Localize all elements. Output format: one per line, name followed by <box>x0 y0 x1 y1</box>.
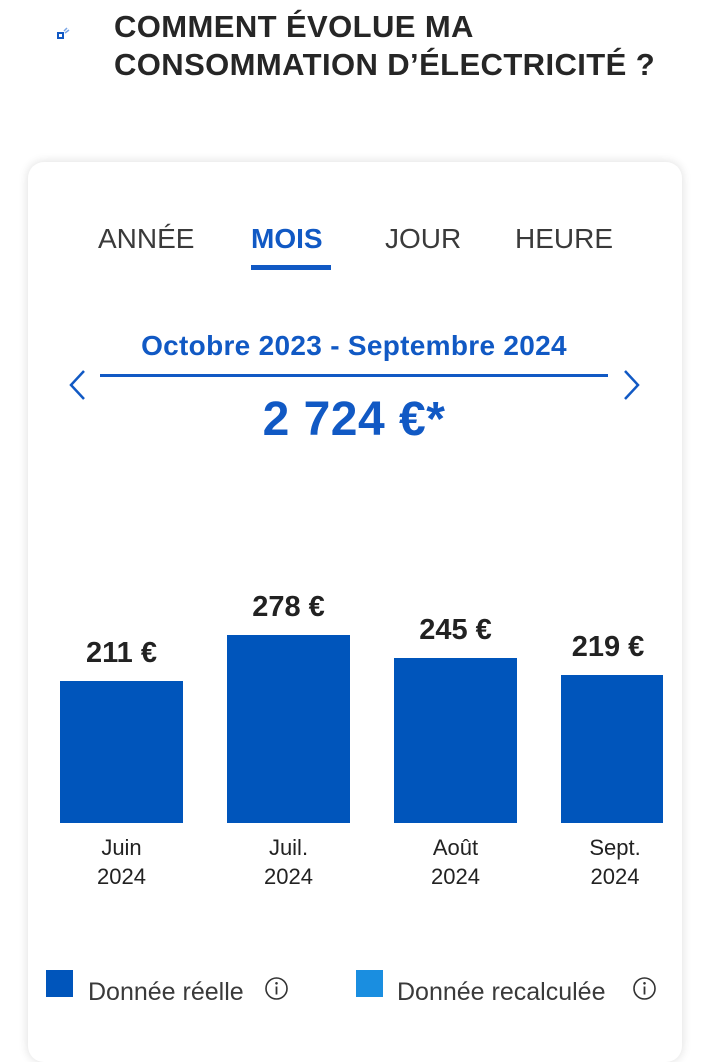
period-total: 2 724 €* <box>262 393 446 446</box>
chevron-left-icon[interactable] <box>67 368 89 402</box>
period-label: Octobre 2023 - Septembre 2024 <box>141 330 567 361</box>
bar-category-line: 2024 <box>264 864 313 889</box>
chart-bar[interactable] <box>227 635 350 823</box>
info-icon[interactable] <box>264 976 289 1001</box>
bar-category-line: Août <box>432 835 479 860</box>
period-divider <box>100 374 608 377</box>
chevron-right-icon[interactable] <box>620 368 642 402</box>
bar-category-line: Sept. <box>589 835 641 860</box>
bar-category-label: Août 2024 <box>376 833 536 891</box>
page-title: COMMENT ÉVOLUE MA CONSOMMATION D’ÉLECTRI… <box>114 9 656 82</box>
bar-value-label: 278 € <box>252 591 325 624</box>
consumption-card <box>28 162 682 1062</box>
tab-heure[interactable]: HEURE <box>515 223 614 254</box>
bar-category-line: Juil. <box>268 835 309 860</box>
chart-bar[interactable] <box>394 657 517 823</box>
legend-swatch-recalculee <box>356 970 383 997</box>
chart-bar[interactable] <box>561 675 663 823</box>
active-tab-indicator <box>251 265 331 270</box>
bar-category-line: Juin <box>101 835 142 860</box>
legend-label-reelle: Donnée réelle <box>88 978 244 1006</box>
bar-value-label: 219 € <box>571 631 645 664</box>
bar-category-line: 2024 <box>97 864 146 889</box>
bar-category-label: Sept. 2024 <box>535 833 695 891</box>
legend-label-recalculee: Donnée recalculée <box>397 978 606 1006</box>
bar-value-label: 245 € <box>419 613 492 646</box>
legend-swatch-reelle <box>46 970 73 997</box>
info-icon[interactable] <box>632 976 657 1001</box>
bar-category-label: Juil. 2024 <box>209 833 369 891</box>
bar-category-line: 2024 <box>431 864 480 889</box>
device-icon <box>57 27 70 39</box>
tab-mois[interactable]: MOIS <box>251 223 323 254</box>
bar-value-label: 211 € <box>86 636 157 669</box>
tab-annee[interactable]: ANNÉE <box>98 223 195 254</box>
tab-jour[interactable]: JOUR <box>385 223 462 254</box>
bar-category-label: Juin 2024 <box>42 833 202 891</box>
chart-bar[interactable] <box>60 680 183 823</box>
bar-category-line: 2024 <box>590 864 640 889</box>
